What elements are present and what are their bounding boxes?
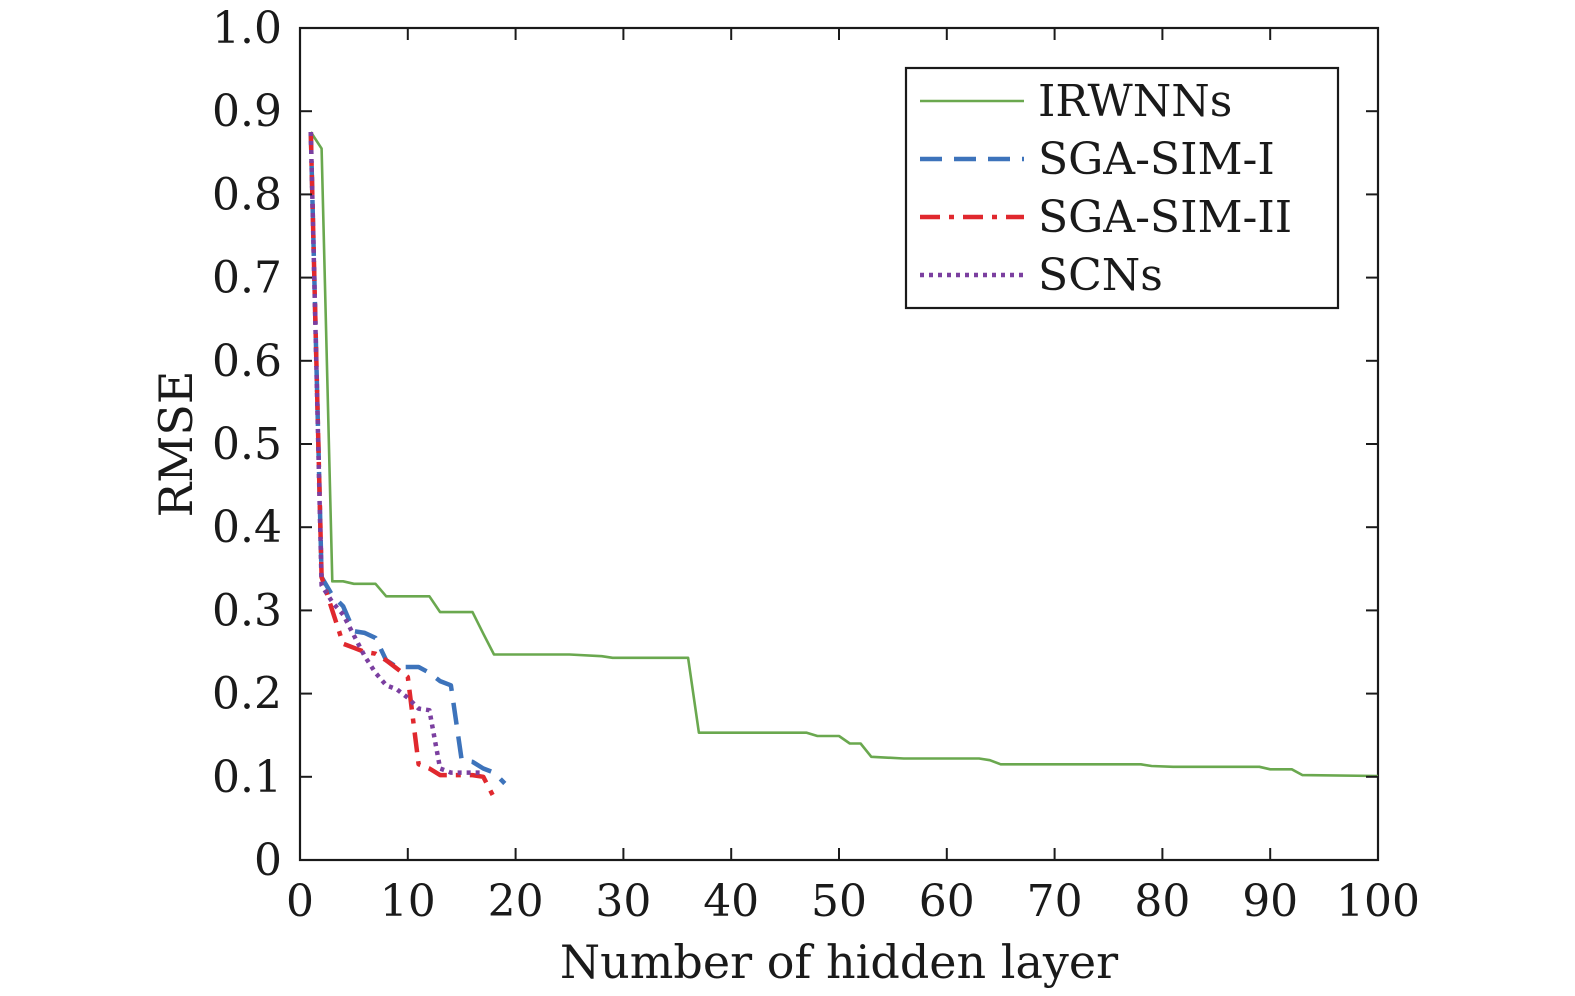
x-tick-label: 30 bbox=[595, 876, 651, 927]
y-tick-label: 0.9 bbox=[212, 86, 282, 137]
y-tick-label: 0.8 bbox=[212, 169, 282, 220]
legend-label-sga-sim-ii: SGA-SIM-II bbox=[1038, 192, 1292, 243]
x-tick-label: 100 bbox=[1336, 876, 1420, 927]
x-tick-label: 20 bbox=[488, 876, 544, 927]
series-line-sga-sim-ii bbox=[308, 131, 497, 799]
series-line-irwnns bbox=[309, 131, 1379, 778]
series-line-sga-sim-i bbox=[308, 131, 507, 786]
y-tick-label: 0.6 bbox=[212, 336, 282, 387]
series-layer bbox=[308, 131, 1379, 799]
y-tick-label: 0.2 bbox=[212, 669, 282, 720]
y-tick-label: 0.3 bbox=[212, 585, 282, 636]
y-tick-label: 1.0 bbox=[212, 3, 282, 54]
legend-label-irwnns: IRWNNs bbox=[1038, 76, 1232, 127]
x-tick-label: 90 bbox=[1242, 876, 1298, 927]
y-tick-label: 0.1 bbox=[212, 752, 282, 803]
y-tick-label: 0.4 bbox=[212, 502, 282, 553]
y-axis-title: RMSE bbox=[149, 371, 203, 518]
x-tick-label: 70 bbox=[1027, 876, 1083, 927]
y-axis: 0 0.1 0.2 0.3 0.4 0.5 0.6 0.7 0.8 0.9 1.0 bbox=[212, 3, 1378, 886]
x-tick-label: 50 bbox=[811, 876, 867, 927]
legend-label-scns: SCNs bbox=[1038, 250, 1163, 301]
x-tick-label: 60 bbox=[919, 876, 975, 927]
series-line-scns bbox=[308, 131, 484, 775]
x-tick-label: 40 bbox=[703, 876, 759, 927]
x-axis: 0 10 20 30 40 50 60 70 80 90 100 bbox=[286, 28, 1420, 927]
x-axis-title: Number of hidden layer bbox=[560, 935, 1118, 989]
y-tick-label: 0.5 bbox=[212, 419, 282, 470]
legend: IRWNNs SGA-SIM-I SGA-SIM-II SCNs bbox=[904, 66, 1340, 310]
legend-label-sga-sim-i: SGA-SIM-I bbox=[1038, 134, 1275, 185]
y-tick-label: 0.7 bbox=[212, 253, 282, 304]
x-tick-label: 0 bbox=[286, 876, 314, 927]
y-tick-label: 0 bbox=[254, 835, 282, 886]
legend-box bbox=[904, 66, 1340, 310]
x-tick-label: 10 bbox=[380, 876, 436, 927]
x-tick-label: 80 bbox=[1134, 876, 1190, 927]
